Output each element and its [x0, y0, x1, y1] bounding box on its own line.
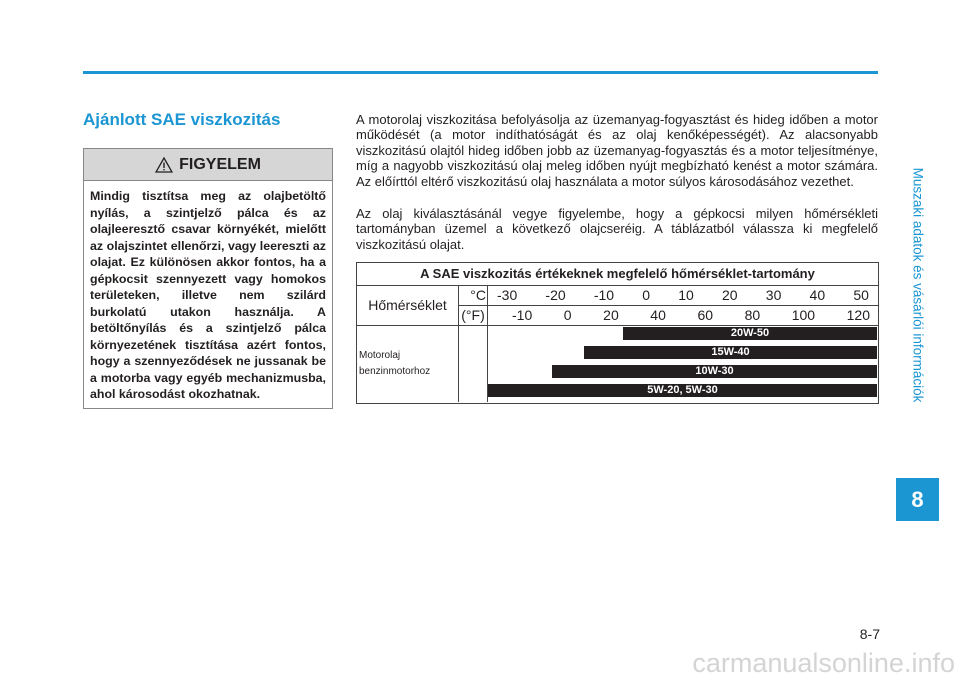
warning-text: Mindig tisztítsa meg az olajbetöltő nyíl…: [90, 189, 326, 401]
table-rule: [357, 285, 878, 286]
table-rule: [458, 305, 878, 306]
warning-header: FIGYELEM: [84, 149, 332, 181]
fahrenheit-value: 20: [603, 307, 619, 323]
table-rule: [487, 285, 488, 402]
table-title: A SAE viszkozitás értékeknek megfelelő h…: [420, 266, 815, 281]
paragraph: A motorolaj viszkozitása befolyásolja az…: [356, 112, 878, 189]
paragraph: Az olaj kiválasztásánál vegye figyelembe…: [356, 206, 878, 252]
celsius-unit: °C: [470, 287, 486, 303]
fahrenheit-value: 60: [697, 307, 714, 323]
celsius-value: 40: [809, 287, 826, 303]
celsius-value: -30: [497, 287, 518, 303]
page-number: 8-7: [859, 626, 880, 642]
side-tab: Muszaki adatok és vásárlói információk: [898, 100, 938, 470]
grade-bars: 20W-50 15W-40 10W-30 5W-20, 5W-30: [357, 263, 878, 403]
fahrenheit-scale: -10 0 20 40 60 80 100 120: [512, 305, 870, 325]
chapter-number: 8: [896, 478, 939, 521]
celsius-value: 0: [642, 287, 651, 303]
celsius-value: -20: [545, 287, 566, 303]
grade-bar: 20W-50: [623, 327, 877, 340]
fahrenheit-value: 100: [791, 307, 816, 323]
oil-label-line: Motorolaj: [359, 350, 401, 361]
celsius-value: -10: [593, 287, 615, 303]
fahrenheit-value: 120: [846, 307, 870, 323]
grade-bar: 5W-20, 5W-30: [488, 384, 877, 397]
celsius-value: 50: [853, 287, 869, 303]
oil-label: Motorolaj benzinmotorhoz: [359, 348, 430, 380]
fahrenheit-value: 80: [744, 307, 761, 323]
section-title: Ajánlott SAE viszkozitás: [83, 110, 281, 129]
header-rule: [83, 71, 878, 74]
celsius-value: 30: [765, 287, 782, 303]
celsius-value: 10: [678, 287, 694, 303]
fahrenheit-value: -10: [512, 307, 533, 323]
watermark: carmanualsonline.info: [692, 648, 955, 678]
grade-bar: 10W-30: [552, 365, 877, 378]
celsius-value: 20: [722, 287, 738, 303]
celsius-scale: -30 -20 -10 0 10 20 30 40 50: [497, 285, 869, 305]
side-tab-title: Muszaki adatok és vásárlói információk: [910, 167, 926, 403]
oil-label-line: benzinmotorhoz: [359, 366, 431, 377]
row-label: Hőmérséklet: [368, 297, 447, 313]
table-rule: [357, 325, 878, 326]
fahrenheit-value: 40: [650, 307, 666, 323]
warning-title: FIGYELEM: [179, 155, 261, 173]
grade-bar: 15W-40: [584, 346, 877, 359]
fahrenheit-value: 0: [563, 307, 572, 323]
warning-icon: [155, 156, 174, 173]
table-rule: [458, 285, 459, 402]
viscosity-table: A SAE viszkozitás értékeknek megfelelő h…: [356, 262, 879, 404]
warning-box: FIGYELEM Mindig tisztítsa meg az olajbet…: [83, 148, 333, 409]
fahrenheit-unit: (°F): [461, 307, 485, 323]
